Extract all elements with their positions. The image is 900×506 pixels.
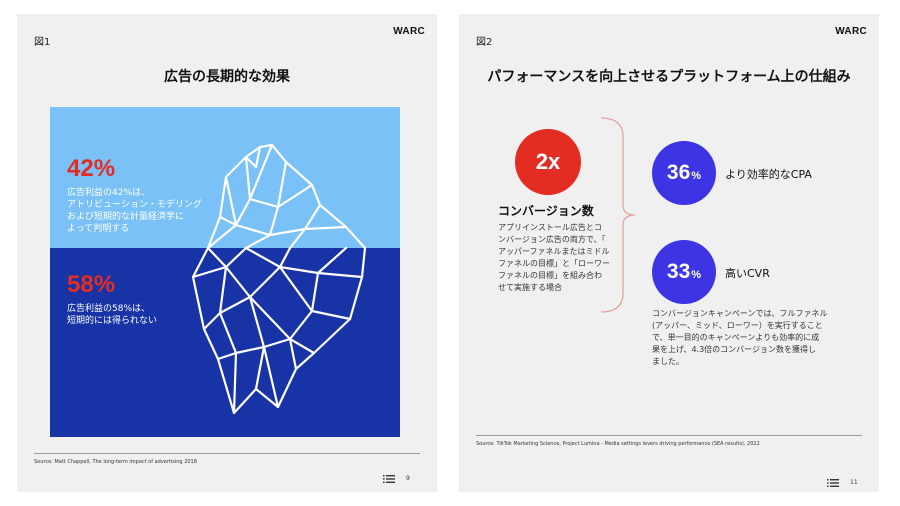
conversion-description: アプリインストール広告とコ ンバージョン広告の両方で、「 アッパーファネルまたは…	[498, 222, 628, 294]
desc-line: アトリビューション・モデリング	[67, 200, 202, 210]
conversion-metric-circle: 2x	[515, 129, 581, 195]
stat-42-percent: 42%	[67, 155, 116, 182]
desc-line: せて実施する場合	[498, 283, 562, 292]
cvr-unit: %	[691, 269, 702, 281]
page-title: 広告の長期的な効果	[164, 69, 290, 85]
detail-line: で、単一目的のキャンペーンよりも効率的に成	[652, 333, 820, 342]
desc-line: アッパーファネルまたはミドル	[498, 247, 610, 256]
desc-line: 短期的には得られない	[67, 316, 158, 326]
footer-divider	[34, 453, 420, 454]
desc-line: および短期的な計量経済学に	[67, 212, 185, 222]
cvr-label: 高いCVR	[725, 267, 770, 280]
brand-logo: WARC	[835, 26, 867, 37]
desc-line: アプリインストール広告とコ	[498, 223, 602, 232]
figure-label: 図2	[476, 37, 493, 48]
detail-line: (アッパー、ミッド、ローワー）を実行すること	[652, 321, 823, 330]
campaign-detail-text: コンバージョンキャンペーンでは、フルファネル (アッパー、ミッド、ローワー）を実…	[652, 308, 862, 368]
cpa-value: 36	[666, 161, 691, 184]
detail-line: ました。	[652, 357, 684, 366]
cvr-metric-circle: 33%	[652, 240, 716, 304]
table-of-contents-icon[interactable]	[383, 475, 395, 483]
grouping-bracket	[600, 117, 636, 313]
detail-line: コンバージョンキャンペーンでは、フルファネル	[652, 309, 828, 318]
iceberg-illustration	[191, 143, 367, 415]
detail-line: 果を上げ、4.3倍のコンバージョン数を獲得し	[652, 345, 817, 354]
iceberg-infographic: 42% 広告利益の42%は、 アトリビューション・モデリング および短期的な計量…	[50, 107, 400, 437]
brand-logo: WARC	[393, 26, 425, 37]
cpa-metric-circle: 36%	[652, 141, 716, 205]
cvr-value: 33	[666, 260, 691, 283]
stat-42-description: 広告利益の42%は、 アトリビューション・モデリング および短期的な計量経済学に…	[67, 187, 227, 235]
page-number: 9	[406, 475, 410, 482]
table-of-contents-icon[interactable]	[827, 479, 839, 487]
desc-line: 広告利益の42%は、	[67, 188, 151, 198]
page-number: 11	[850, 479, 858, 486]
page-title: パフォーマンスを向上させるプラットフォーム上の仕組み	[487, 69, 851, 85]
figure-label: 図1	[34, 37, 51, 48]
desc-line: よって判明する	[67, 224, 130, 234]
page-left: WARC 図1 広告の長期的な効果 42% 広告利益	[17, 14, 437, 492]
conversion-label: コンバージョン数	[498, 204, 594, 218]
desc-line: ンバージョン広告の両方で、「	[498, 235, 606, 244]
desc-line: 広告利益の58%は、	[67, 304, 151, 314]
cpa-unit: %	[691, 170, 702, 182]
stat-58-percent: 58%	[67, 271, 116, 298]
footer-divider	[476, 435, 862, 436]
cpa-label: より効率的なCPA	[725, 168, 812, 181]
source-citation: Source: Matt Chappell, The long-term imp…	[34, 459, 197, 465]
source-citation: Source: TikTok Marketing Science, Projec…	[476, 441, 760, 447]
page-right: WARC 図2 パフォーマンスを向上させるプラットフォーム上の仕組み 2x コン…	[459, 14, 879, 492]
desc-line: ファネルの目標」を組み合わ	[498, 271, 602, 280]
conversion-multiplier: 2x	[535, 149, 561, 174]
desc-line: ファネルの目標」と「ローワー	[498, 259, 610, 268]
stat-58-description: 広告利益の58%は、 短期的には得られない	[67, 303, 227, 327]
